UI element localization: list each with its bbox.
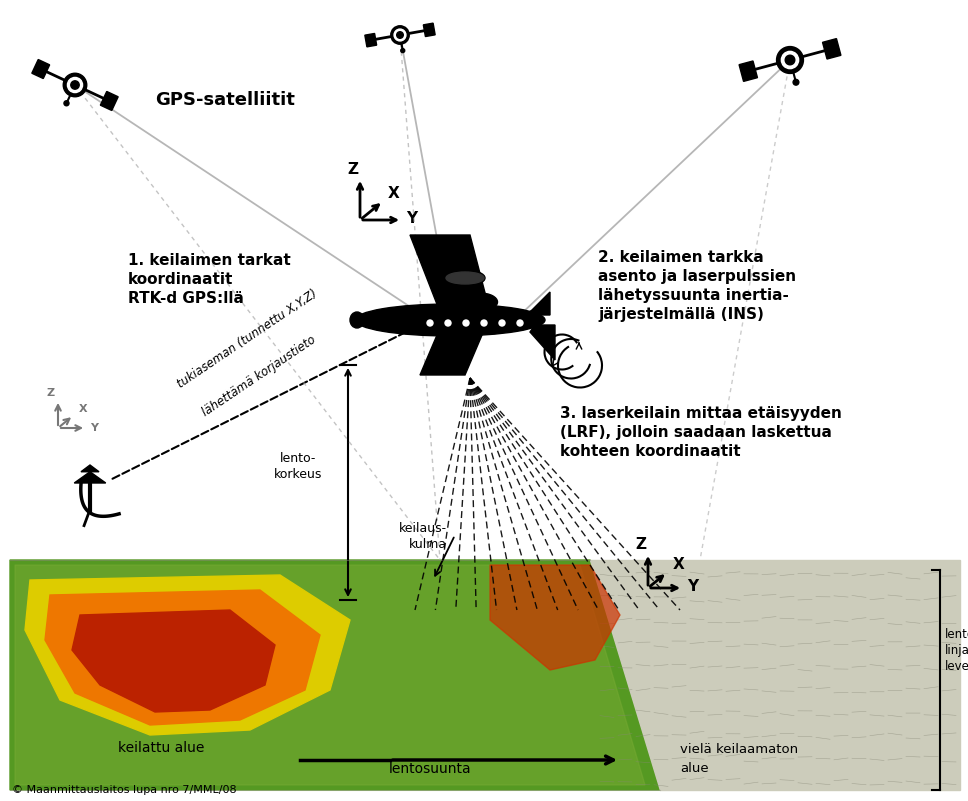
Circle shape: [793, 79, 799, 85]
Polygon shape: [530, 325, 555, 360]
Circle shape: [517, 320, 523, 326]
Polygon shape: [420, 328, 485, 375]
Text: järjestelmällä (INS): järjestelmällä (INS): [598, 307, 764, 322]
Circle shape: [68, 78, 82, 93]
Polygon shape: [423, 23, 436, 37]
Ellipse shape: [350, 312, 364, 328]
Text: (LRF), jolloin saadaan laskettua: (LRF), jolloin saadaan laskettua: [560, 425, 832, 440]
Circle shape: [394, 29, 406, 41]
Text: 3. laserkeilain mittaa etäisyyden: 3. laserkeilain mittaa etäisyyden: [560, 406, 842, 421]
Text: GPS-satelliitit: GPS-satelliitit: [155, 91, 295, 109]
Text: Z: Z: [636, 537, 647, 552]
Circle shape: [63, 73, 87, 97]
Text: koordinaatit: koordinaatit: [128, 272, 233, 287]
Text: lento-
korkeus: lento- korkeus: [274, 452, 322, 481]
Ellipse shape: [446, 272, 484, 284]
Text: RTK-d GPS:llä: RTK-d GPS:llä: [128, 291, 244, 306]
Polygon shape: [81, 465, 99, 472]
Circle shape: [499, 320, 505, 326]
Circle shape: [445, 320, 451, 326]
Polygon shape: [72, 610, 275, 712]
Circle shape: [463, 320, 469, 326]
Polygon shape: [590, 560, 960, 790]
Polygon shape: [823, 38, 841, 59]
Polygon shape: [365, 34, 377, 47]
Circle shape: [481, 320, 487, 326]
Text: alue: alue: [680, 762, 709, 775]
Text: Z: Z: [46, 388, 55, 398]
Text: Y: Y: [406, 211, 417, 226]
Polygon shape: [75, 472, 106, 483]
Circle shape: [785, 55, 795, 65]
Circle shape: [71, 81, 79, 89]
Polygon shape: [101, 91, 118, 111]
Circle shape: [781, 51, 799, 69]
Text: asento ja laserpulssien: asento ja laserpulssien: [598, 269, 796, 284]
Text: © Maanmittauslaitos lupa nro 7/MML/08: © Maanmittauslaitos lupa nro 7/MML/08: [12, 785, 236, 795]
Text: lentosuunta: lentosuunta: [389, 762, 471, 776]
Polygon shape: [490, 565, 620, 670]
Text: keilaus-
kulma: keilaus- kulma: [399, 522, 447, 551]
Text: 1. keilaimen tarkat: 1. keilaimen tarkat: [128, 253, 290, 268]
Circle shape: [64, 101, 69, 106]
Ellipse shape: [445, 270, 485, 286]
Text: 2. keilaimen tarkka: 2. keilaimen tarkka: [598, 250, 764, 265]
Text: lähettämä korjaustieto: lähettämä korjaustieto: [200, 333, 318, 419]
Text: lähetyssuunta inertia-: lähetyssuunta inertia-: [598, 288, 789, 303]
Text: X: X: [672, 557, 684, 572]
Text: Y: Y: [90, 423, 98, 433]
Text: keilattu alue: keilattu alue: [118, 741, 204, 755]
Circle shape: [397, 32, 404, 38]
Polygon shape: [25, 575, 350, 735]
Text: tukiaseman (tunnettu X,Y,Z): tukiaseman (tunnettu X,Y,Z): [175, 288, 319, 391]
Polygon shape: [10, 560, 660, 790]
Ellipse shape: [463, 293, 498, 311]
Text: Y: Y: [687, 579, 698, 594]
Circle shape: [391, 26, 409, 44]
Text: X: X: [78, 405, 87, 414]
Circle shape: [427, 320, 433, 326]
Ellipse shape: [355, 304, 545, 336]
Polygon shape: [32, 59, 49, 78]
Text: vielä keilaamaton: vielä keilaamaton: [680, 743, 799, 756]
Polygon shape: [740, 61, 758, 82]
Polygon shape: [525, 292, 550, 315]
Text: kohteen koordinaatit: kohteen koordinaatit: [560, 444, 741, 459]
Polygon shape: [410, 235, 490, 312]
Polygon shape: [45, 590, 320, 725]
Text: lento-
linjan
leveys: lento- linjan leveys: [945, 628, 968, 673]
Text: Z: Z: [348, 162, 358, 177]
Circle shape: [776, 46, 803, 74]
Polygon shape: [15, 565, 645, 785]
Circle shape: [401, 49, 405, 53]
Text: X: X: [388, 186, 400, 201]
